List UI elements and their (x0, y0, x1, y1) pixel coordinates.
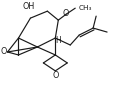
Text: OH: OH (22, 2, 35, 11)
Text: O: O (0, 48, 7, 57)
Text: O: O (52, 71, 58, 80)
Text: O: O (62, 9, 68, 18)
Text: CH₃: CH₃ (78, 5, 92, 11)
Text: H: H (55, 35, 61, 44)
